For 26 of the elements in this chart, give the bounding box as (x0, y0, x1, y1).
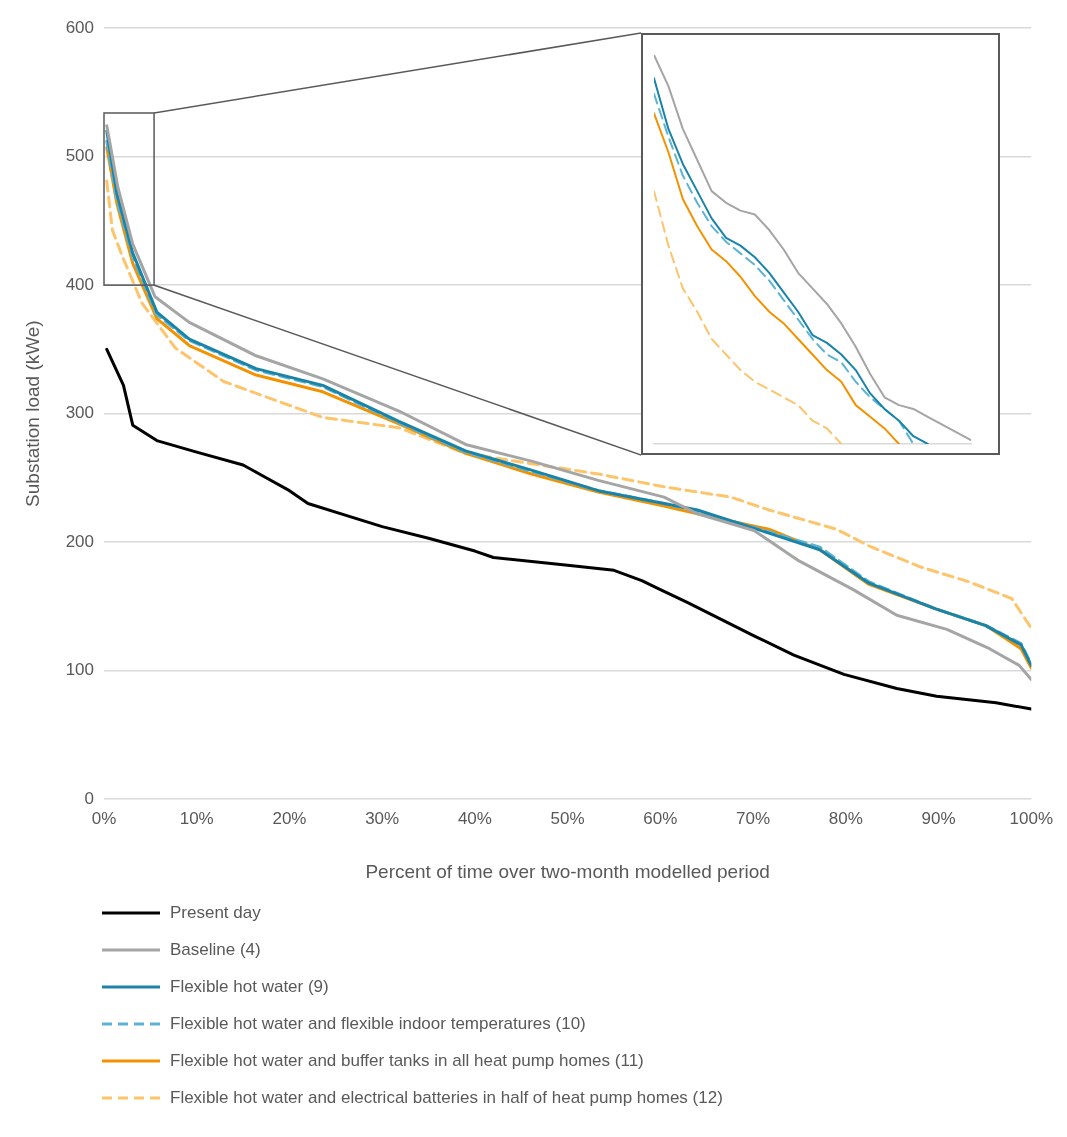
y-tick-label: 500 (65, 146, 94, 166)
y-tick-label: 600 (65, 17, 94, 37)
y-tick-label: 0 (84, 788, 94, 808)
legend-label: Flexible hot water (9) (170, 976, 329, 997)
x-tick-label: 60% (643, 808, 678, 828)
y-tick-label: 400 (65, 274, 94, 294)
legend-label: Flexible hot water and electrical batteries in half of heat pump homes (12) (170, 1087, 723, 1108)
legend-label: Flexible hot water and buffer tanks in all heat pump homes (11) (170, 1050, 644, 1071)
legend-label: Baseline (4) (170, 939, 261, 960)
x-axis-title: Percent of time over two-month modelled period (365, 860, 770, 882)
x-tick-label: 70% (736, 808, 771, 828)
x-tick-label: 20% (272, 808, 307, 828)
x-tick-label: 90% (921, 808, 956, 828)
legend-label: Flexible hot water and flexible indoor temperatures (10) (170, 1013, 586, 1034)
x-tick-label: 40% (457, 808, 492, 828)
x-tick-label: 80% (828, 808, 863, 828)
x-tick-label: 50% (550, 808, 585, 828)
y-tick-label: 300 (65, 403, 94, 423)
legend-label: Present day (170, 902, 261, 923)
y-tick-label: 200 (65, 531, 94, 551)
x-tick-label: 100% (1009, 808, 1053, 828)
x-tick-label: 0% (91, 808, 117, 828)
x-tick-label: 10% (179, 808, 214, 828)
y-axis-title: Substation load (kWe) (21, 320, 43, 507)
x-tick-label: 30% (365, 808, 400, 828)
y-tick-label: 100 (65, 660, 94, 680)
